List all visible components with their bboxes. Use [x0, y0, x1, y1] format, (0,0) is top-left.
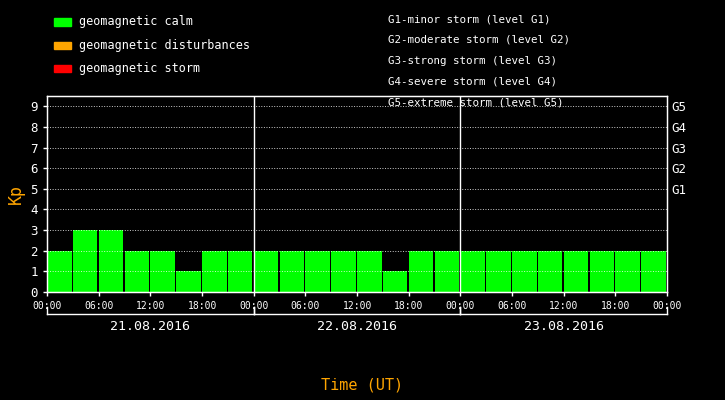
Text: G1-minor storm (level G1): G1-minor storm (level G1) — [388, 14, 550, 24]
Bar — [409, 251, 434, 292]
Bar — [460, 251, 485, 292]
Bar — [73, 230, 97, 292]
Bar — [254, 251, 278, 292]
Text: geomagnetic calm: geomagnetic calm — [78, 16, 193, 28]
Bar — [616, 251, 640, 292]
Bar — [641, 251, 666, 292]
Bar — [486, 251, 510, 292]
Text: G5-extreme storm (level G5): G5-extreme storm (level G5) — [388, 97, 563, 107]
Bar — [47, 251, 72, 292]
Bar — [434, 251, 459, 292]
Text: G2-moderate storm (level G2): G2-moderate storm (level G2) — [388, 35, 570, 45]
Bar — [589, 251, 614, 292]
Bar — [305, 251, 330, 292]
Text: 23.08.2016: 23.08.2016 — [523, 320, 604, 332]
Bar — [331, 251, 356, 292]
Bar — [202, 251, 227, 292]
Text: G3-strong storm (level G3): G3-strong storm (level G3) — [388, 56, 557, 66]
Text: geomagnetic disturbances: geomagnetic disturbances — [78, 39, 249, 52]
Bar — [176, 271, 201, 292]
Bar — [357, 251, 381, 292]
Bar — [99, 230, 123, 292]
Text: G4-severe storm (level G4): G4-severe storm (level G4) — [388, 76, 557, 86]
Bar — [564, 251, 588, 292]
Bar — [512, 251, 536, 292]
Bar — [125, 251, 149, 292]
Bar — [667, 251, 692, 292]
Bar — [280, 251, 304, 292]
Bar — [151, 251, 175, 292]
Text: 22.08.2016: 22.08.2016 — [317, 320, 397, 332]
Text: Time (UT): Time (UT) — [321, 377, 404, 392]
Text: 21.08.2016: 21.08.2016 — [110, 320, 191, 332]
Y-axis label: Kp: Kp — [7, 184, 25, 204]
Bar — [538, 251, 563, 292]
Text: geomagnetic storm: geomagnetic storm — [78, 62, 199, 75]
Bar — [383, 271, 407, 292]
Bar — [228, 251, 252, 292]
